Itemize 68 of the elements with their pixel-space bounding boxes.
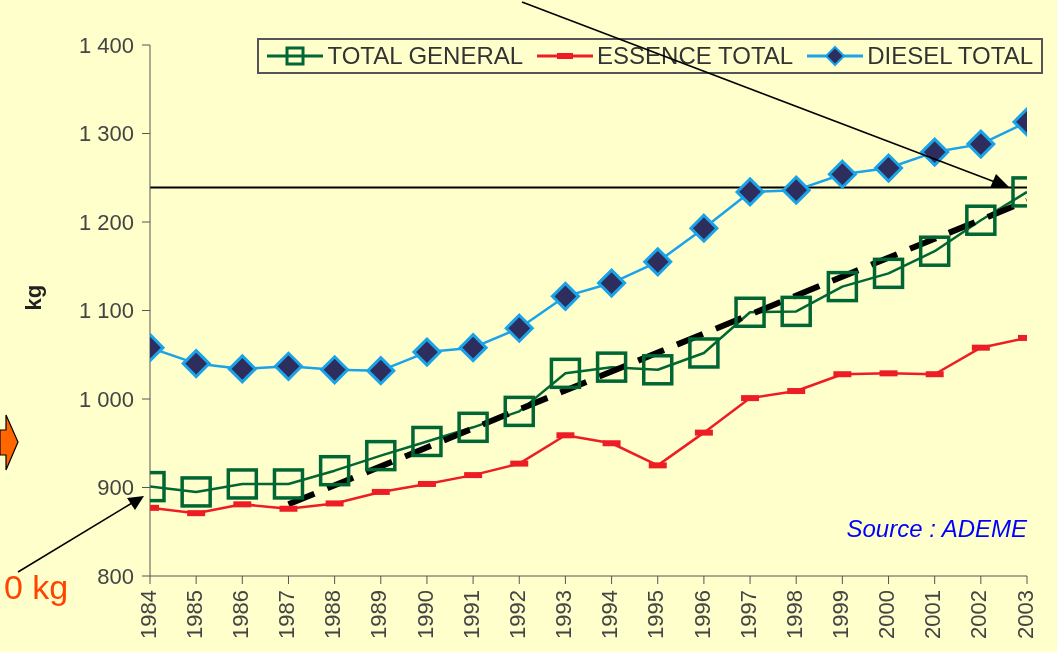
x-tick-label: 1993 <box>551 590 577 639</box>
x-tick-label: 1995 <box>643 590 669 639</box>
point <box>412 337 442 367</box>
x-tick-label: 1996 <box>689 590 715 639</box>
point <box>504 313 534 343</box>
point <box>503 395 536 428</box>
point <box>826 270 859 303</box>
point <box>689 213 719 243</box>
point <box>180 476 212 508</box>
point <box>595 351 628 383</box>
point <box>366 356 396 386</box>
x-tick-label: 1994 <box>597 590 623 639</box>
x-tick-label: 2002 <box>966 590 992 639</box>
x-tick-label: 1988 <box>320 590 346 639</box>
point <box>226 468 259 500</box>
point <box>411 425 443 458</box>
x-tick-label: 1989 <box>366 590 392 639</box>
x-tick-label: 1984 <box>135 590 161 639</box>
point <box>458 333 488 363</box>
text: 0 kg <box>4 568 69 607</box>
point <box>365 439 397 472</box>
x-tick-label: 1986 <box>227 590 253 639</box>
y-axis-title: kg <box>20 284 46 311</box>
point <box>780 295 812 328</box>
point <box>781 175 811 205</box>
point <box>550 281 580 311</box>
x-tick-label: 1985 <box>181 590 207 639</box>
point <box>597 268 627 298</box>
y-tick-label: 1 300 <box>78 121 134 147</box>
x-tick-label: 1998 <box>781 590 807 639</box>
x-tick-label: 1992 <box>504 590 530 639</box>
x-tick-label: 1990 <box>412 590 438 639</box>
point <box>734 296 766 329</box>
point <box>872 257 905 290</box>
y-tick-label: 1 200 <box>78 209 134 235</box>
legend-label: DIESEL TOTAL <box>867 42 1033 70</box>
x-tick-label: 2001 <box>920 590 946 639</box>
point <box>918 235 951 267</box>
point <box>827 159 857 189</box>
point <box>549 357 582 390</box>
x-tick-label: 1997 <box>735 590 761 639</box>
x-tick-label: 1987 <box>274 590 300 639</box>
x-tick-label: 2000 <box>874 590 900 639</box>
point <box>318 454 351 487</box>
point <box>920 137 950 167</box>
point <box>181 349 211 379</box>
point <box>965 204 997 236</box>
point <box>272 468 305 500</box>
point <box>227 354 257 384</box>
point <box>273 351 303 381</box>
point <box>735 177 765 207</box>
y-tick-label: 1 000 <box>78 386 134 412</box>
y-tick-label: 800 <box>97 563 134 589</box>
point <box>643 247 673 277</box>
point <box>874 153 904 183</box>
x-tick-label: 2003 <box>1012 590 1038 639</box>
y-tick-label: 1 100 <box>78 298 134 324</box>
y-tick-label: 900 <box>97 475 134 501</box>
point <box>966 129 996 159</box>
annotation: Source : ADEME <box>846 515 1027 543</box>
y-tick-label: 1 400 <box>78 32 134 58</box>
x-tick-label: 1999 <box>827 590 853 639</box>
x-tick-label: 1991 <box>458 590 484 639</box>
point <box>641 354 674 386</box>
point <box>688 337 720 369</box>
point <box>457 411 489 444</box>
point <box>320 355 350 385</box>
legend-label: TOTAL GENERAL <box>327 42 524 70</box>
